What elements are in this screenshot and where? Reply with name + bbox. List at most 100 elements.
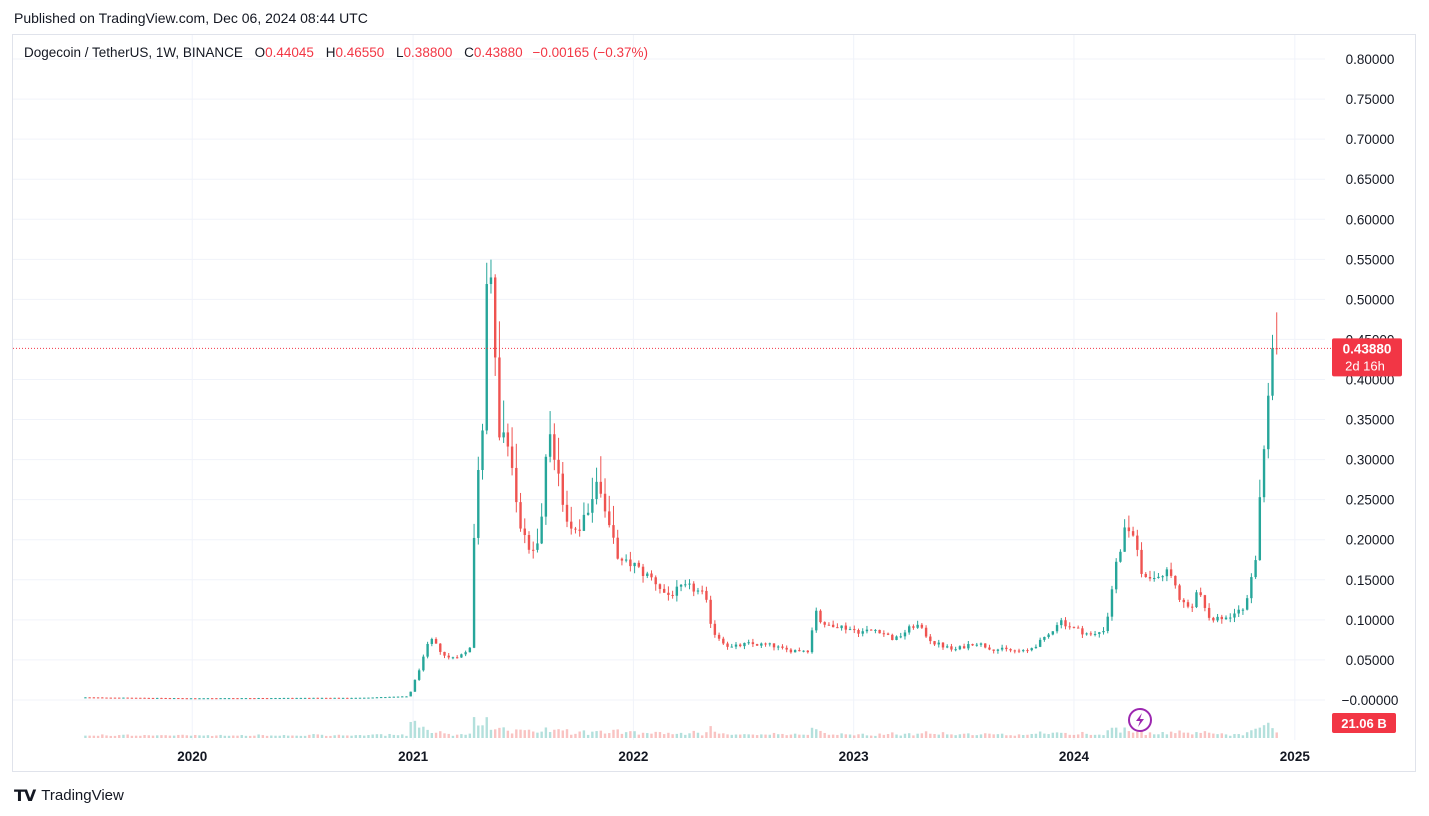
- volume-bar: [189, 735, 193, 738]
- volume-bar: [646, 733, 649, 738]
- volume-bar: [401, 734, 404, 738]
- candle-body: [1102, 631, 1105, 633]
- volume-bar: [286, 735, 290, 738]
- y-tick-label: 0.50000: [1346, 292, 1395, 307]
- volume-bar: [147, 735, 150, 738]
- candle-body: [633, 562, 636, 567]
- volume-bar: [392, 734, 396, 738]
- volume-bar: [1131, 732, 1135, 738]
- volume-bar: [1013, 735, 1017, 738]
- volume-bar: [734, 734, 738, 738]
- volume-bar: [320, 734, 324, 738]
- volume-bar: [274, 735, 277, 738]
- candle-body: [831, 624, 835, 628]
- volume-bar: [139, 735, 142, 738]
- candle-body: [1106, 616, 1109, 632]
- volume-bar: [705, 732, 708, 738]
- volume-bar: [523, 730, 526, 738]
- price-tag-bg: [1332, 338, 1402, 377]
- volume-bar: [992, 734, 995, 738]
- candle-body: [996, 649, 1000, 651]
- volume-bar: [515, 729, 518, 738]
- volume-bar: [840, 733, 843, 738]
- candle-body: [363, 697, 366, 699]
- candle-body: [413, 679, 417, 692]
- candle-body: [527, 535, 531, 550]
- candle-body: [1119, 551, 1122, 562]
- candle-body: [739, 644, 742, 647]
- volume-bar: [827, 734, 831, 738]
- candle-body: [1161, 576, 1164, 578]
- volume-bar: [1224, 734, 1228, 738]
- candle-body: [848, 629, 852, 631]
- candle-body: [946, 646, 949, 648]
- candle-body: [760, 643, 763, 646]
- candle-body: [392, 696, 396, 698]
- candle-body: [485, 284, 488, 431]
- candle-body: [793, 650, 797, 653]
- volume-bar: [684, 734, 687, 738]
- volume-bar: [375, 734, 379, 738]
- candle-body: [88, 697, 91, 699]
- volume-bar: [1191, 734, 1194, 738]
- candle-body: [172, 698, 176, 700]
- candle-body: [506, 432, 510, 447]
- volume-bar: [481, 725, 484, 738]
- candle-body: [540, 516, 543, 544]
- candle-body: [489, 277, 493, 285]
- candle-body: [371, 697, 374, 699]
- volume-bar: [1106, 730, 1109, 738]
- volume-bar: [629, 731, 632, 738]
- candle-body: [586, 512, 590, 515]
- y-tick-label: −0.00000: [1342, 693, 1399, 708]
- volume-bar: [730, 734, 733, 738]
- candle-body: [827, 624, 831, 626]
- volume-bar: [1009, 735, 1012, 738]
- volume-bar: [1034, 733, 1038, 738]
- volume-bar: [1148, 732, 1152, 738]
- candle-body: [1254, 560, 1257, 578]
- candle-body: [375, 697, 379, 699]
- candle-body: [844, 625, 848, 630]
- volume-bar: [363, 735, 366, 738]
- volume-bar: [565, 729, 569, 738]
- candle-body: [658, 584, 662, 589]
- candle-body: [156, 697, 159, 699]
- candle-body: [950, 646, 953, 650]
- volume-bar: [379, 734, 383, 738]
- volume-bar: [1017, 734, 1021, 738]
- candle-body: [823, 622, 826, 625]
- candle-body: [1195, 592, 1198, 608]
- volume-bar: [371, 734, 374, 738]
- change-value: −0.00165 (−0.37%): [532, 45, 649, 60]
- tradingview-brand[interactable]: TV TradingView: [14, 786, 124, 805]
- candle-body: [1258, 497, 1262, 561]
- tradingview-logo-icon: TV: [14, 786, 36, 805]
- volume-bar: [477, 725, 480, 738]
- candle-body: [1237, 609, 1240, 614]
- candle-body: [439, 643, 442, 652]
- volume-bar: [751, 734, 755, 738]
- candle-body: [798, 650, 801, 652]
- volume-bar: [743, 734, 746, 738]
- volume-bar: [1203, 731, 1207, 738]
- candle-body: [895, 636, 898, 640]
- volume-bar: [1060, 732, 1063, 738]
- candle-body: [1157, 576, 1160, 579]
- candle-body: [1212, 617, 1215, 621]
- chart-frame[interactable]: [12, 34, 1416, 772]
- candle-body: [1136, 535, 1139, 550]
- lightning-icon[interactable]: [1128, 708, 1152, 732]
- volume-bar: [1072, 734, 1076, 738]
- volume-bar: [785, 735, 788, 738]
- volume-bar: [1043, 733, 1046, 738]
- candle-body: [561, 473, 564, 505]
- candle-body: [160, 697, 163, 699]
- volume-bar: [219, 734, 222, 738]
- candle-body: [1271, 348, 1274, 396]
- volume-bar: [857, 734, 860, 738]
- candle-body: [1165, 569, 1169, 577]
- candle-body: [405, 696, 408, 698]
- volume-bar: [177, 734, 180, 738]
